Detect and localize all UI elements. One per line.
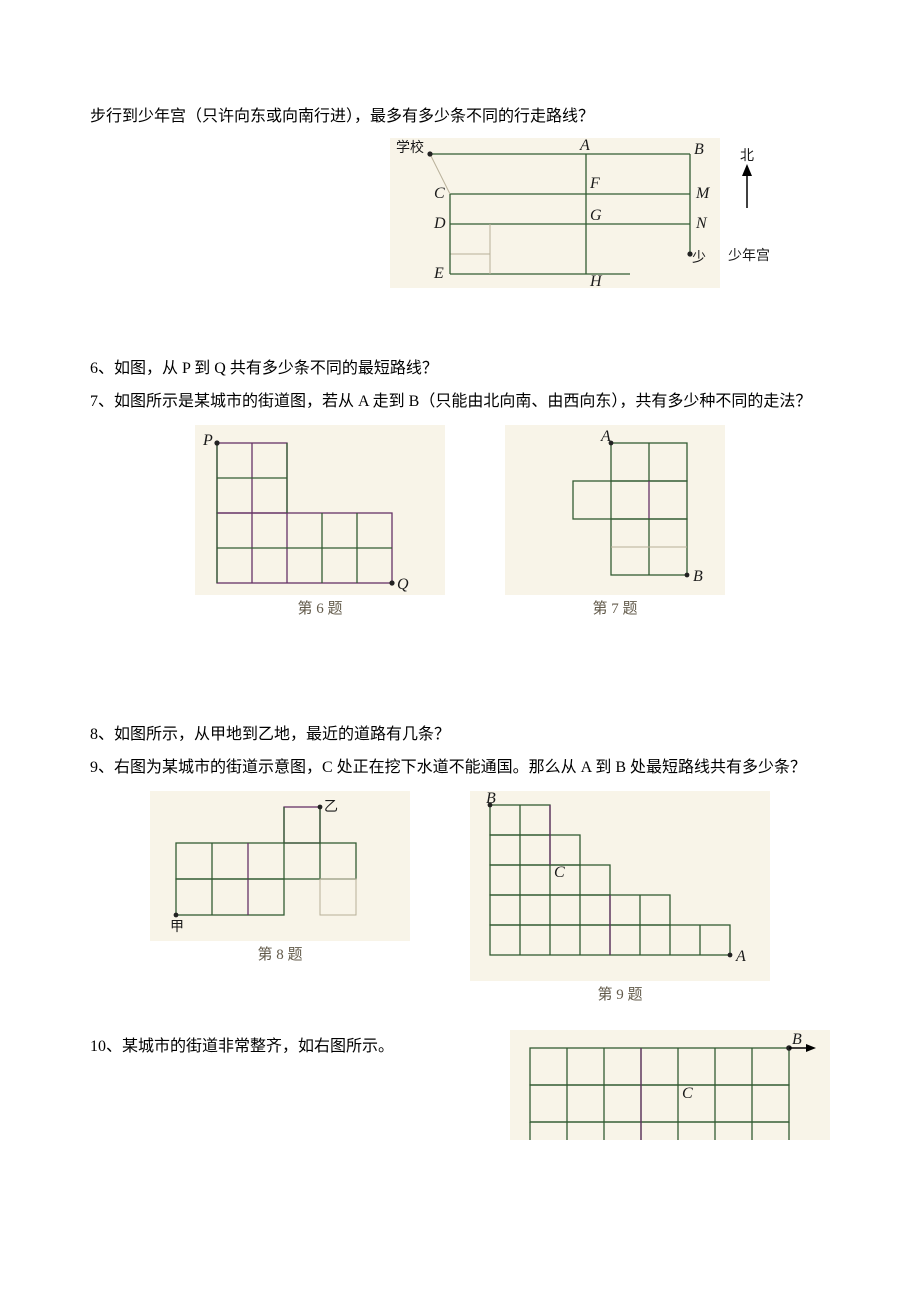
fig6-P: P <box>202 432 213 449</box>
label-A: A <box>579 138 590 154</box>
fig9-B: B <box>486 791 496 807</box>
fig10-B: B <box>792 1031 802 1048</box>
label-school: 学校 <box>396 139 424 156</box>
label-shaonian: 少年宫 <box>728 248 770 264</box>
label-corner: 少 <box>692 250 706 266</box>
q5-compass: 北 少年宫 <box>720 138 790 288</box>
label-E: E <box>433 265 444 282</box>
label-C: C <box>434 185 445 202</box>
fig9-C: C <box>554 864 565 881</box>
fig8-jia: 甲 <box>170 920 184 935</box>
q8-text: 8、如图所示，从甲地到乙地，最近的道路有几条？ <box>90 718 830 752</box>
fig6-Q: Q <box>397 576 409 593</box>
fig8: 甲 乙 <box>150 791 410 941</box>
label-B: B <box>694 141 704 158</box>
label-F: F <box>589 175 600 192</box>
label-M: M <box>695 185 711 202</box>
fig7: A B <box>505 425 725 595</box>
label-H: H <box>589 273 603 288</box>
fig9: B A C <box>470 791 770 981</box>
fig7-caption: 第 7 题 <box>592 597 637 618</box>
q5-figure: 学校 A B C <box>390 138 720 288</box>
fig8-caption: 第 8 题 <box>257 943 302 964</box>
q6-text: 6、如图，从 P 到 Q 共有多少条不同的最短路线？ <box>90 352 830 386</box>
fig10: B C <box>510 1030 830 1140</box>
fig6: P Q <box>195 425 445 595</box>
fig8-yi: 乙 <box>324 799 338 815</box>
label-north: 北 <box>740 148 754 164</box>
fig6-caption: 第 6 题 <box>297 597 342 618</box>
fig10-C: C <box>682 1085 693 1102</box>
fig7-A: A <box>600 428 611 445</box>
fig9-A: A <box>735 948 746 965</box>
q9-text: 9、右图为某城市的街道示意图，C 处正在挖下水道不能通国。那么从 A 到 B 处… <box>90 751 830 785</box>
fig7-B: B <box>693 568 703 585</box>
fig9-caption: 第 9 题 <box>597 983 642 1004</box>
q5-figure-wrap: 学校 A B C <box>90 138 830 288</box>
label-N: N <box>695 215 708 232</box>
q5-text: 步行到少年宫（只许向东或向南行进），最多有多少条不同的行走路线？ <box>90 100 830 134</box>
q7-text: 7、如图所示是某城市的街道图，若从 A 走到 B（只能由北向南、由西向东），共有… <box>90 385 830 419</box>
label-D: D <box>433 215 446 232</box>
label-G: G <box>590 207 602 224</box>
